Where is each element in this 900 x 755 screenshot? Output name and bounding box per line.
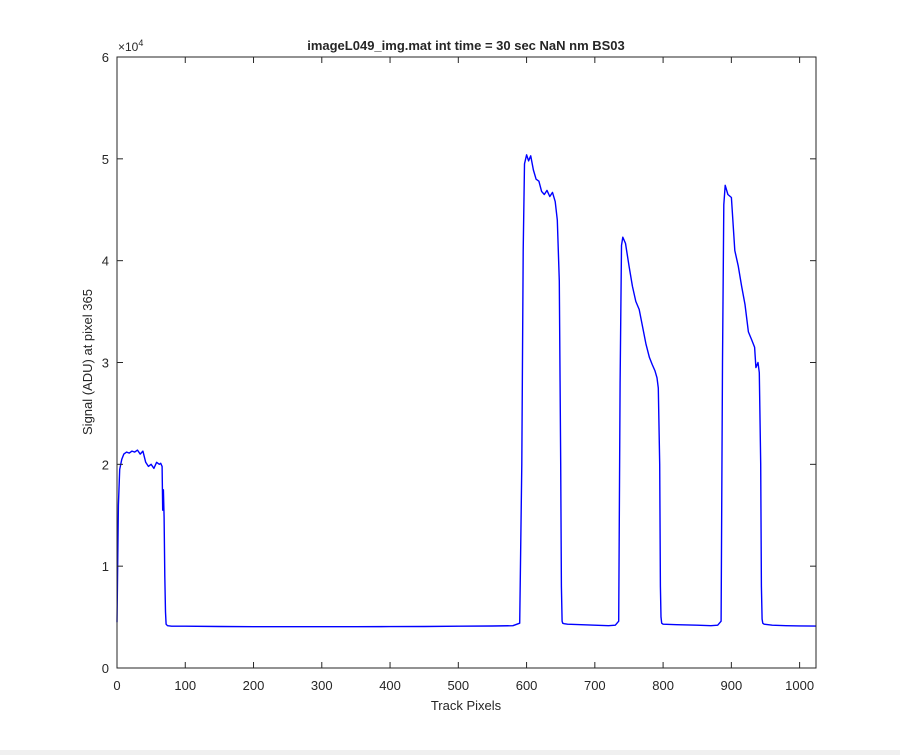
y-axis-label: Signal (ADU) at pixel 365 bbox=[80, 289, 95, 435]
chart-title: imageL049_img.mat int time = 30 sec NaN … bbox=[307, 38, 625, 53]
series-line bbox=[116, 154, 817, 628]
plot-area bbox=[117, 57, 816, 668]
x-tick-label: 600 bbox=[516, 678, 538, 693]
x-tick-label: 700 bbox=[584, 678, 606, 693]
y-tick-label: 5 bbox=[102, 152, 109, 167]
y-tick-label: 2 bbox=[102, 457, 109, 472]
y-axis-ticks: 0 1 2 3 4 5 6 bbox=[102, 50, 816, 676]
x-tick-label: 900 bbox=[721, 678, 743, 693]
x-tick-label: 0 bbox=[113, 678, 120, 693]
x-tick-label: 1000 bbox=[785, 678, 814, 693]
y-tick-label: 0 bbox=[102, 661, 109, 676]
y-tick-label: 6 bbox=[102, 50, 109, 65]
x-tick-label: 300 bbox=[311, 678, 333, 693]
y-tick-label: 4 bbox=[102, 254, 109, 269]
y-exponent-base: ×10 bbox=[118, 40, 139, 54]
x-tick-label: 400 bbox=[379, 678, 401, 693]
x-axis-ticks: 0 100 200 300 400 500 600 700 800 900 1000 bbox=[113, 57, 814, 693]
x-tick-label: 800 bbox=[652, 678, 674, 693]
x-axis-label: Track Pixels bbox=[431, 698, 502, 713]
x-tick-label: 200 bbox=[243, 678, 265, 693]
y-tick-label: 3 bbox=[102, 356, 109, 371]
y-exponent-label: ×104 bbox=[118, 38, 143, 54]
y-exponent-power: 4 bbox=[138, 38, 143, 48]
x-tick-label: 100 bbox=[174, 678, 196, 693]
x-tick-label: 500 bbox=[447, 678, 469, 693]
y-tick-label: 1 bbox=[102, 559, 109, 574]
